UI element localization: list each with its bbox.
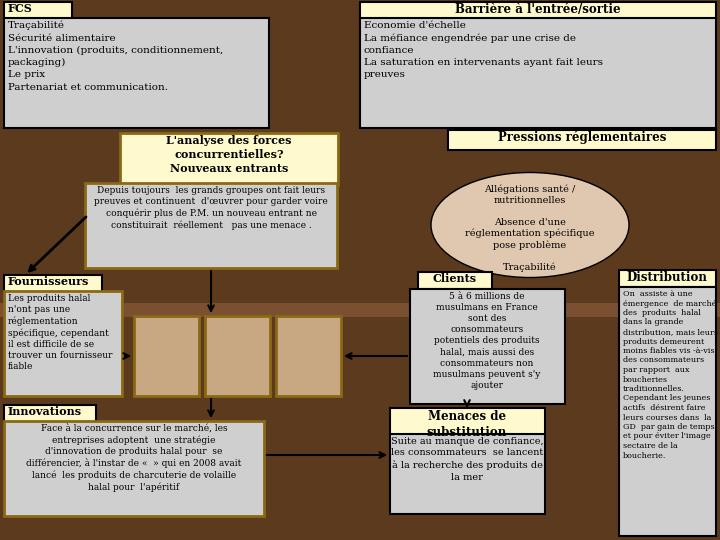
FancyBboxPatch shape [619, 270, 716, 287]
FancyBboxPatch shape [4, 275, 102, 292]
FancyBboxPatch shape [410, 289, 565, 404]
FancyBboxPatch shape [134, 316, 199, 396]
FancyBboxPatch shape [448, 130, 716, 150]
FancyBboxPatch shape [360, 2, 716, 19]
FancyBboxPatch shape [4, 18, 269, 128]
Text: Barrière à l'entrée/sortie: Barrière à l'entrée/sortie [455, 3, 621, 16]
FancyBboxPatch shape [205, 316, 270, 396]
FancyBboxPatch shape [4, 291, 122, 396]
FancyBboxPatch shape [390, 434, 545, 514]
Text: Traçabilité
Sécurité alimentaire
L'innovation (produits, conditionnement,
packag: Traçabilité Sécurité alimentaire L'innov… [8, 21, 223, 92]
Text: Clients: Clients [433, 273, 477, 284]
Text: Depuis toujours  les grands groupes ont fait leurs
preuves et continuent  d'œuvr: Depuis toujours les grands groupes ont f… [94, 186, 328, 230]
FancyBboxPatch shape [0, 303, 720, 317]
Text: Suite au manque de confiance,
les consommateurs  se lancent
à la recherche des p: Suite au manque de confiance, les consom… [391, 437, 544, 482]
FancyBboxPatch shape [360, 18, 716, 128]
Text: Allégations santé /
nutritionnelles

Absence d'une
réglementation spécifique
pos: Allégations santé / nutritionnelles Abse… [465, 185, 595, 272]
FancyBboxPatch shape [85, 183, 337, 268]
Text: Menaces de
substitution: Menaces de substitution [427, 410, 507, 439]
Text: Face à la concurrence sur le marché, les
entreprises adoptent  une stratégie
d'i: Face à la concurrence sur le marché, les… [27, 424, 242, 492]
Text: Innovations: Innovations [8, 406, 82, 417]
Text: FCS: FCS [8, 3, 32, 14]
FancyBboxPatch shape [418, 272, 492, 289]
FancyBboxPatch shape [120, 133, 338, 185]
FancyBboxPatch shape [4, 421, 264, 516]
Text: Economie d'échelle
La méfiance engendrée par une crise de
confiance
La saturatio: Economie d'échelle La méfiance engendrée… [364, 21, 603, 79]
FancyBboxPatch shape [4, 405, 96, 422]
Text: 5 à 6 millions de
musulmans en France
sont des
consommateurs
potentiels des prod: 5 à 6 millions de musulmans en France so… [433, 292, 541, 390]
Text: Pressions réglementaires: Pressions réglementaires [498, 131, 666, 145]
Text: Fournisseurs: Fournisseurs [8, 276, 89, 287]
Text: On  assiste à une
émergence  de marché
des  produits  halal
dans la grande
distr: On assiste à une émergence de marché des… [623, 290, 718, 460]
FancyBboxPatch shape [4, 2, 72, 19]
Text: Les produits halal
n'ont pas une
réglementation
spécifique, cependant
il est dif: Les produits halal n'ont pas une régleme… [8, 294, 112, 371]
FancyBboxPatch shape [276, 316, 341, 396]
FancyBboxPatch shape [619, 287, 716, 536]
FancyBboxPatch shape [390, 408, 545, 435]
Text: L'analyse des forces
concurrentielles?
Nouveaux entrants: L'analyse des forces concurrentielles? N… [166, 135, 292, 174]
Ellipse shape [431, 172, 629, 278]
Text: Distribution: Distribution [626, 271, 708, 284]
